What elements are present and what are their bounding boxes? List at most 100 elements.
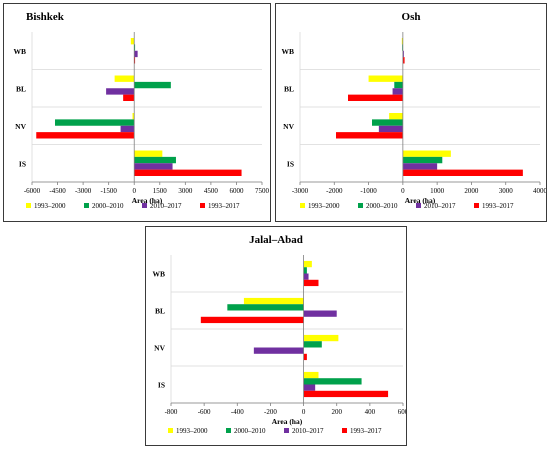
bar-bl-2: [392, 88, 403, 95]
bar-wb-2: [134, 50, 138, 58]
bar-is-1: [303, 378, 362, 385]
bar-bl-0: [114, 75, 135, 82]
category-label: BL: [16, 84, 26, 93]
category-label: IS: [287, 159, 294, 168]
category-label: NV: [15, 122, 26, 131]
legend-label: 2010–2017: [424, 202, 456, 210]
bar-is-3: [303, 390, 389, 398]
x-tick-label: -600: [198, 408, 211, 416]
category-label: WB: [152, 270, 165, 279]
bar-bl-3: [348, 94, 403, 101]
bar-wb-2: [402, 50, 404, 58]
x-tick-label: 1000: [430, 187, 445, 195]
legend-swatch: [284, 428, 289, 433]
bar-wb-1: [303, 267, 307, 274]
category-label: BL: [284, 84, 294, 93]
x-tick-label: -200: [264, 408, 277, 416]
category-label: IS: [158, 381, 165, 390]
legend-swatch: [226, 428, 231, 433]
x-tick-label: -400: [231, 408, 244, 416]
bar-is-1: [402, 156, 443, 164]
legend-swatch: [342, 428, 347, 433]
legend-swatch: [84, 203, 89, 208]
bar-nv-1: [55, 119, 135, 126]
x-axis-label: Area (ha): [405, 196, 436, 205]
x-tick-label: -1000: [360, 187, 377, 195]
bar-nv-3: [303, 353, 307, 361]
bar-nv-2: [120, 125, 135, 133]
bar-bl-1: [134, 81, 171, 89]
bar-is-2: [402, 163, 438, 170]
legend-label: 1993–2000: [308, 202, 340, 210]
bar-is-2: [134, 163, 173, 170]
x-tick-label: 600: [398, 408, 406, 416]
bar-nv-3: [336, 132, 403, 139]
x-tick-label: -800: [165, 408, 178, 416]
x-tick-label: 1500: [153, 187, 168, 195]
bar-nv-0: [303, 334, 339, 342]
x-tick-label: 7500: [255, 187, 270, 195]
legend-swatch: [142, 203, 147, 208]
legend-label: 2000–2010: [92, 202, 124, 210]
category-label: WB: [281, 47, 294, 56]
bar-is-2: [303, 384, 316, 391]
legend-swatch: [168, 428, 173, 433]
legend-label: 2000–2010: [366, 202, 398, 210]
bar-wb-3: [134, 57, 136, 64]
jalal-abad-chart: Jalal–Abad WB BL NV IS -800 -600 -400 -200 0 200 40…: [152, 234, 406, 435]
bar-bl-2: [303, 310, 337, 317]
x-tick-label: -3000: [292, 187, 309, 195]
legend-swatch: [26, 203, 31, 208]
bar-nv-2: [253, 347, 304, 354]
legend-swatch: [474, 203, 479, 208]
bar-wb-3: [303, 279, 319, 287]
x-tick-label: -4500: [49, 187, 66, 195]
bar-wb-0: [130, 38, 135, 45]
legend-label: 2010–2017: [292, 427, 324, 435]
legend-swatch: [300, 203, 305, 208]
x-tick-label: 400: [365, 408, 376, 416]
bar-bl-0: [243, 297, 304, 305]
x-tick-label: 3000: [178, 187, 193, 195]
legend-label: 1993–2017: [482, 202, 514, 210]
x-tick-label: 3000: [499, 187, 514, 195]
chart-title: Jalal–Abad: [249, 234, 303, 246]
chart-panel-bishkek: Bishkek WB BL NV IS -6000 -4500 -3000 -1500 0 1500…: [3, 3, 271, 222]
legend-swatch: [200, 203, 205, 208]
x-tick-label: -1500: [100, 187, 117, 195]
legend-label: 2000–2010: [234, 427, 266, 435]
category-label: NV: [283, 122, 294, 131]
x-tick-label: 0: [401, 187, 405, 195]
bar-wb-1: [134, 44, 136, 51]
bar-is-0: [303, 371, 319, 379]
bar-is-0: [402, 150, 451, 157]
legend-swatch: [416, 203, 421, 208]
x-tick-label: -6000: [24, 187, 41, 195]
x-tick-label: 6000: [229, 187, 244, 195]
legend-label: 2010–2017: [150, 202, 182, 210]
legend-swatch: [358, 203, 363, 208]
category-label: NV: [154, 344, 165, 353]
bar-bl-2: [106, 88, 135, 95]
chart-title: Osh: [402, 11, 421, 23]
x-tick-label: 200: [331, 408, 342, 416]
osh-chart: Osh WB BL NV IS -3000 -2000 -1000 0 1000 2000 3000 4…: [281, 11, 546, 210]
bar-is-0: [134, 150, 163, 157]
bar-is-1: [134, 156, 176, 164]
x-tick-label: 2000: [464, 187, 479, 195]
bar-nv-2: [378, 125, 403, 133]
bar-wb-0: [401, 38, 403, 45]
bar-wb-3: [402, 57, 405, 64]
bar-wb-2: [303, 273, 309, 280]
bar-bl-1: [227, 304, 304, 311]
legend-label: 1993–2017: [350, 427, 382, 435]
bishkek-chart: Bishkek WB BL NV IS -6000 -4500 -3000 -1500 0 1500…: [13, 11, 270, 210]
x-tick-label: -3000: [75, 187, 92, 195]
x-axis-label: Area (ha): [272, 417, 303, 426]
x-tick-label: 4500: [204, 187, 219, 195]
x-tick-label: -2000: [326, 187, 343, 195]
bar-nv-1: [303, 341, 322, 348]
bar-is-3: [402, 169, 523, 176]
category-label: IS: [19, 159, 26, 168]
chart-panel-jalal-abad: Jalal–Abad WB BL NV IS -800 -600 -400 -200 0 200 40…: [145, 226, 407, 446]
